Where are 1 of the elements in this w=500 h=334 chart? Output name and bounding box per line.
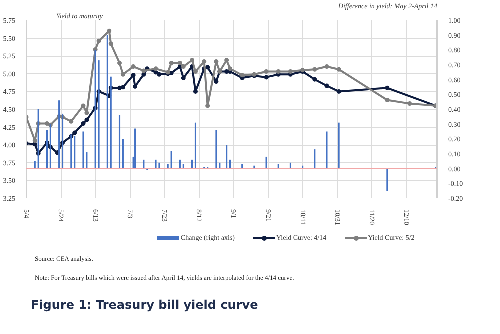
text: Figure 1: Treasury bill yield curve: [31, 297, 258, 314]
